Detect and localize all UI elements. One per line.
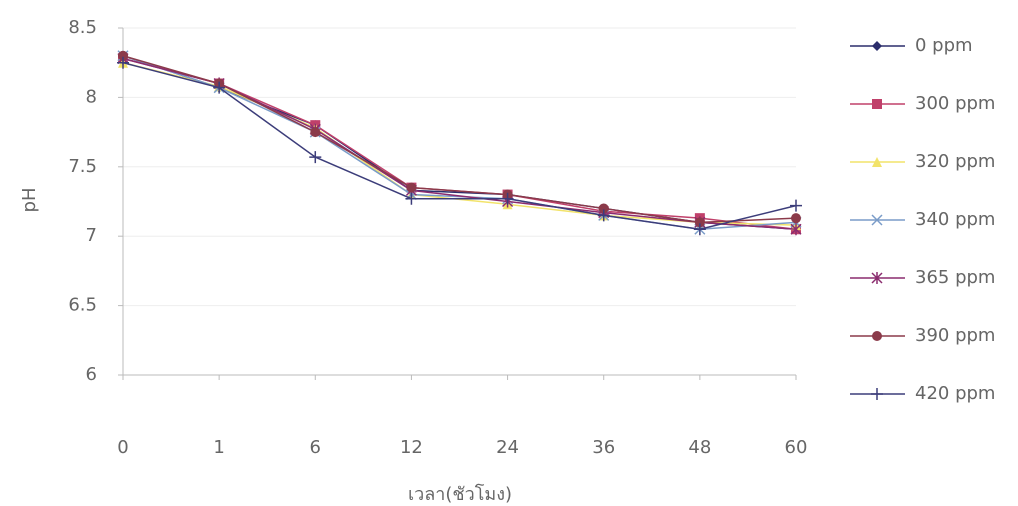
legend-label: 420 ppm <box>915 383 995 404</box>
data-point <box>501 192 514 205</box>
data-point <box>405 192 418 205</box>
data-point <box>310 127 321 138</box>
x-tick-label: 24 <box>496 437 519 458</box>
data-point <box>309 151 322 164</box>
x-tick-label: 36 <box>592 437 615 458</box>
y-tick-label: 6 <box>86 364 97 385</box>
data-point <box>598 203 609 214</box>
series-line <box>122 55 797 224</box>
legend-label: 300 ppm <box>915 93 995 114</box>
x-axis-label: เวลา(ชัวโมง) <box>408 483 512 505</box>
data-point <box>118 50 128 61</box>
data-point <box>791 213 801 224</box>
y-tick-label: 7.5 <box>68 156 97 177</box>
x-tick-label: 12 <box>400 437 423 458</box>
x-tick-label: 48 <box>688 437 711 458</box>
legend-marker <box>872 99 882 109</box>
data-point <box>693 223 706 236</box>
y-tick-label: 6.5 <box>68 295 97 316</box>
data-point <box>694 217 705 228</box>
x-tick-label: 0 <box>117 437 128 458</box>
data-point <box>406 182 417 193</box>
legend-label: 365 ppm <box>915 267 995 288</box>
y-axis-label: pH <box>19 188 40 213</box>
series-line <box>122 61 797 231</box>
legend-marker <box>872 331 882 341</box>
legend-marker <box>871 388 883 400</box>
data-point <box>213 81 226 94</box>
x-tick-label: 6 <box>310 437 321 458</box>
y-tick-label: 7 <box>86 225 97 246</box>
legend-label: 340 ppm <box>915 209 995 230</box>
data-point <box>117 56 129 69</box>
legend-label: 320 ppm <box>915 151 995 172</box>
legend-label: 0 ppm <box>915 35 973 56</box>
legend-marker <box>871 272 883 284</box>
x-tick-label: 60 <box>785 437 808 458</box>
x-tick-label: 1 <box>213 437 224 458</box>
legend-marker <box>872 41 882 51</box>
y-tick-label: 8 <box>86 86 97 107</box>
legend-label: 390 ppm <box>915 325 995 346</box>
data-point <box>790 223 802 236</box>
legend-marker <box>871 214 883 226</box>
legend-marker <box>872 157 882 167</box>
y-tick-label: 8.5 <box>68 17 97 38</box>
data-point <box>597 209 610 222</box>
data-point <box>790 199 802 212</box>
